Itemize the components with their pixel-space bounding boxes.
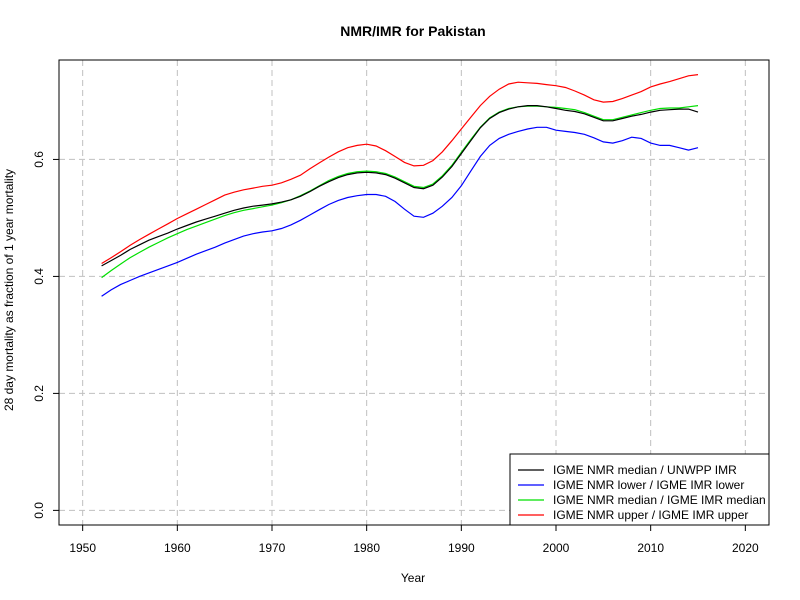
- x-tick-label: 2010: [637, 541, 664, 555]
- y-tick-label: 0.0: [32, 502, 46, 519]
- x-tick-label: 1970: [259, 541, 286, 555]
- chart-title: NMR/IMR for Pakistan: [340, 23, 485, 39]
- legend-box: [509, 453, 770, 526]
- x-tick-label: 1980: [353, 541, 380, 555]
- y-axis-title: 28 day mortality as fraction of 1 year m…: [2, 169, 16, 411]
- legend-label: IGME NMR median / IGME IMR median: [553, 493, 766, 507]
- series-line-1: [101, 126, 699, 297]
- series-lines: [101, 74, 699, 297]
- legend-label: IGME NMR lower / IGME IMR lower: [553, 478, 744, 492]
- legend-label: IGME NMR median / UNWPP IMR: [553, 463, 737, 477]
- series-line-3: [101, 74, 699, 265]
- x-tick-label: 2020: [732, 541, 759, 555]
- x-axis-title: Year: [401, 571, 425, 585]
- x-tick-label: 1960: [164, 541, 191, 555]
- x-axis: 1950 1960 1970 1980 1990 2000 2010 2020: [69, 525, 759, 555]
- series-line-2: [101, 105, 699, 279]
- x-tick-label: 1950: [69, 541, 96, 555]
- y-tick-label: 0.4: [32, 268, 46, 285]
- y-axis: 0.0 0.2 0.4 0.6: [32, 151, 59, 519]
- plot-frame: [58, 59, 770, 526]
- series-line-0: [101, 104, 699, 267]
- y-tick-label: 0.6: [32, 151, 46, 168]
- x-tick-label: 2000: [543, 541, 570, 555]
- y-tick-label: 0.2: [32, 385, 46, 402]
- x-tick-label: 1990: [448, 541, 475, 555]
- legend-label: IGME NMR upper / IGME IMR upper: [553, 508, 748, 522]
